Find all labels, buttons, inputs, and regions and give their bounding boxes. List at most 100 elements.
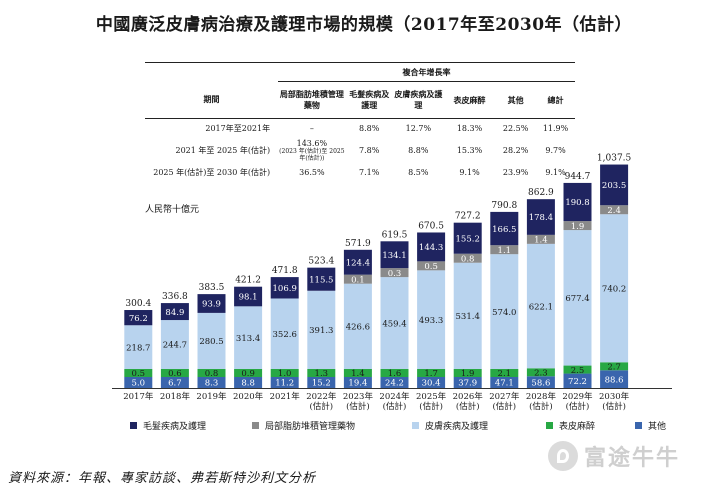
bar-segment (600, 205, 629, 215)
total-label: 862.9 (528, 188, 554, 198)
cagr-cell: 9.1% (459, 167, 480, 177)
legend-swatch (130, 422, 137, 429)
data-label: 115.5 (309, 275, 333, 285)
legend-item: 毛髮疾病及護理 (130, 419, 206, 432)
data-label: 166.5 (492, 225, 516, 235)
bar-segment (197, 312, 226, 369)
bar-segment (343, 283, 372, 369)
bar-segment (600, 164, 629, 206)
bar-segment (343, 377, 372, 388)
cagr-cell: 15.3% (456, 145, 483, 155)
bar-segment (563, 373, 592, 388)
bar-segment (490, 245, 519, 255)
data-label: 0.6 (168, 369, 182, 379)
cagr-cell: 22.5% (502, 123, 529, 133)
legend-swatch (412, 422, 419, 429)
x-tick-sublabel: (估計) (346, 401, 370, 412)
bar-segment (600, 214, 629, 363)
total-label: 421.2 (235, 276, 261, 286)
bar-segment (490, 211, 519, 246)
data-label: 134.1 (382, 251, 406, 261)
bar-segment (270, 298, 299, 369)
cagr-cell: 7.8% (359, 145, 380, 155)
source-note: 資料來源：年報、專家訪談、弗若斯特沙利文分析 (8, 471, 317, 486)
x-tick-label: 2022年 (306, 391, 337, 402)
cagr-cell: 8.5% (408, 167, 429, 177)
data-label: 740.2 (602, 284, 626, 294)
bar-segment (417, 369, 446, 377)
cagr-note: (2023 年(估計)至 2025 年(估計)) (279, 147, 345, 162)
bar-segment (343, 369, 372, 377)
column-header: 皮膚疾病及護理 (392, 81, 444, 119)
legend-label: 皮膚疾病及護理 (425, 422, 489, 432)
data-label: 0.3 (388, 269, 402, 279)
x-tick-label: 2021年 (270, 391, 301, 402)
cagr-table: 複合年增長率 期間 局部脂肪堆積管理藥物 毛髮疾病及護理 皮膚疾病及護理 表皮麻… (145, 62, 575, 181)
bar-segment (197, 294, 226, 313)
bar-segment (234, 377, 263, 388)
x-tick-label: 2018年 (160, 391, 191, 402)
bar-segment (307, 267, 336, 291)
data-label: 24.2 (385, 379, 404, 389)
data-label: 0.1 (351, 275, 365, 285)
data-label: 1.0 (278, 369, 292, 379)
bar-segment (526, 199, 555, 235)
bar-segment (490, 377, 519, 388)
cagr-cell: 11.9% (542, 123, 569, 133)
data-label: 0.5 (424, 262, 438, 272)
bar-segment (124, 369, 153, 377)
data-label: 459.4 (382, 319, 406, 329)
legend-item: 其他 (635, 419, 666, 432)
bar-segment (160, 377, 189, 388)
cagr-row: 2017年至2021年 – 8.8% 12.7% 18.3% 22.5% 11.… (145, 119, 575, 138)
bar-segment (417, 270, 446, 369)
total-label: 336.8 (162, 292, 188, 302)
data-label: 244.7 (163, 341, 187, 351)
data-label: 2.5 (571, 366, 585, 376)
total-label: 571.9 (345, 239, 371, 249)
x-tick-label: 2027年 (489, 391, 520, 402)
total-label: 790.8 (491, 201, 517, 211)
x-tick-label: 2020年 (233, 391, 264, 402)
data-label: 88.6 (605, 375, 624, 385)
data-label: 5.0 (132, 379, 146, 389)
x-tick-label: 2030年 (599, 391, 630, 402)
cagr-cell: 18.3% (456, 123, 483, 133)
x-tick-sublabel: (估計) (456, 401, 480, 412)
cagr-cell: 36.5% (299, 167, 325, 177)
data-label: 1.7 (424, 369, 438, 379)
total-label: 471.8 (272, 266, 298, 276)
legend-swatch (635, 422, 642, 429)
data-label: 280.5 (199, 337, 223, 347)
data-label: 391.3 (309, 326, 333, 336)
bar-segment (563, 365, 592, 374)
data-label: 1.4 (351, 369, 365, 379)
data-label: 30.4 (422, 379, 441, 389)
bar-segment (160, 320, 189, 369)
total-label: 523.4 (308, 257, 334, 267)
data-label: 2.4 (607, 206, 621, 216)
data-label: 76.2 (129, 314, 148, 324)
data-label: 47.1 (495, 379, 514, 389)
x-tick-label: 2019年 (196, 391, 227, 402)
bar-segment (234, 369, 263, 377)
bar-segment (453, 377, 482, 388)
column-header: 毛髮疾病及護理 (345, 81, 393, 119)
bar-segment (453, 222, 482, 254)
data-label: 218.7 (126, 343, 150, 353)
data-label: 15.2 (312, 379, 331, 389)
total-label: 944.7 (565, 172, 591, 182)
data-label: 1.4 (534, 236, 548, 246)
bar-segment (343, 274, 372, 284)
cagr-cell: – (309, 123, 314, 133)
data-label: 72.2 (568, 377, 587, 387)
x-tick-label: 2029年 (562, 391, 593, 402)
x-tick-sublabel: (估計) (309, 401, 333, 412)
data-label: 677.4 (565, 294, 589, 304)
total-label: 300.4 (125, 299, 151, 309)
x-tick-label: 2017年 (123, 391, 154, 402)
cagr-cell: 7.1% (359, 167, 380, 177)
watermark: 富途牛牛 (548, 440, 680, 472)
bar-segment (526, 376, 555, 388)
data-label: 84.9 (165, 308, 184, 318)
